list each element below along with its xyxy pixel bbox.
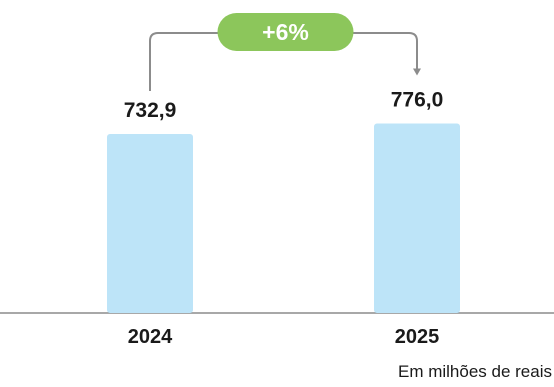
bar-2025 — [374, 123, 460, 313]
value-label-2024: 732,9 — [124, 99, 177, 122]
category-label-2024: 2024 — [128, 326, 173, 348]
bar-2024 — [107, 134, 193, 313]
growth-badge-label: +6% — [262, 19, 309, 45]
growth-arrowhead — [413, 68, 421, 76]
unit-note: Em milhões de reais — [398, 362, 552, 381]
value-label-2025: 776,0 — [391, 89, 444, 112]
category-label-2025: 2025 — [395, 326, 440, 348]
growth-badge — [217, 13, 354, 51]
